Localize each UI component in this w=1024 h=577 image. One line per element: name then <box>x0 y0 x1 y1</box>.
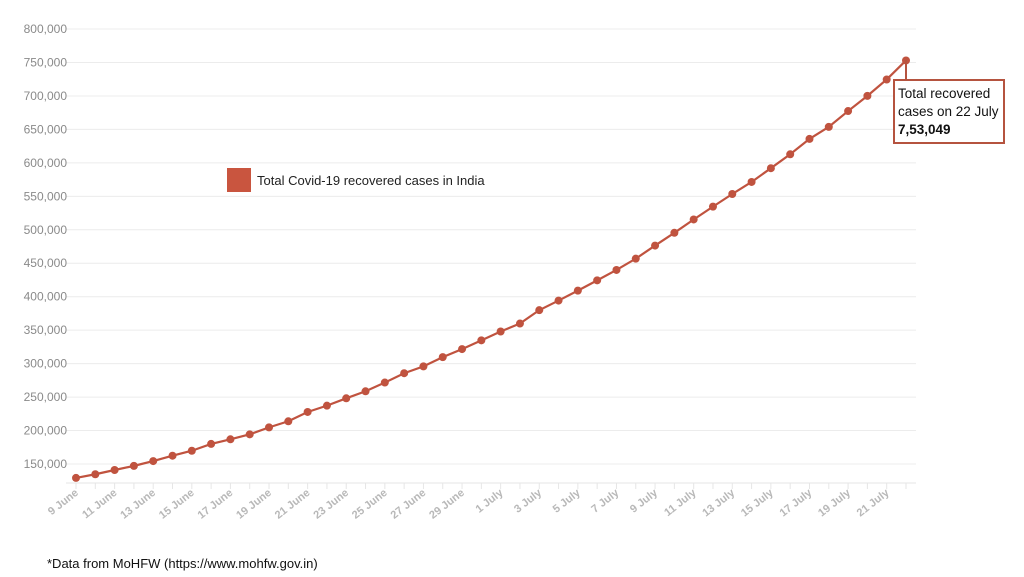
data-point <box>496 327 505 336</box>
data-point <box>149 457 158 466</box>
annotation-box <box>893 79 1005 144</box>
data-point <box>129 461 138 470</box>
x-tick-label: 27 June <box>389 487 429 522</box>
data-point <box>265 423 274 432</box>
y-axis: 150,000 200,000 250,000 300,000 350,000 400,0… <box>24 22 68 471</box>
data-point <box>226 435 235 444</box>
y-tick-label: 200,000 <box>24 424 68 438</box>
x-tick-label: 13 July <box>700 486 737 519</box>
data-point <box>766 164 775 173</box>
data-point <box>110 466 119 475</box>
data-point <box>91 470 100 479</box>
x-tick-label: 17 July <box>778 486 815 519</box>
data-point <box>689 215 698 224</box>
annotation: Total recovered cases on 22 July 7,53,04… <box>893 60 1005 144</box>
y-tick-label: 700,000 <box>24 89 68 103</box>
x-tick-label: 13 June <box>118 487 158 522</box>
data-point <box>631 254 640 263</box>
data-point <box>708 202 717 211</box>
data-point <box>284 417 293 426</box>
data-point <box>515 319 524 328</box>
data-point <box>747 177 756 186</box>
data-point <box>303 407 312 416</box>
data-point <box>361 387 370 396</box>
data-point <box>612 265 621 274</box>
data-point <box>419 362 428 371</box>
x-tick-label: 11 June <box>80 487 119 521</box>
data-point <box>573 286 582 295</box>
annotation-value: 7,53,049 <box>898 122 951 137</box>
data-point <box>72 473 80 482</box>
gridlines <box>66 28 916 465</box>
data-point <box>593 276 602 285</box>
data-point <box>554 296 563 305</box>
x-tick-label: 19 July <box>816 486 853 519</box>
x-tick-label: 17 June <box>196 487 236 522</box>
x-tick-label: 3 July <box>512 486 545 515</box>
x-tick-label: 1 July <box>474 486 507 515</box>
x-tick-label: 29 June <box>427 487 467 522</box>
y-tick-label: 500,000 <box>24 223 68 237</box>
data-point <box>207 439 216 448</box>
x-tick-label: 23 June <box>311 487 351 522</box>
legend: Total Covid-19 recovered cases in India <box>227 168 485 192</box>
y-tick-label: 650,000 <box>24 122 68 136</box>
data-point <box>805 134 814 143</box>
data-point <box>458 345 467 354</box>
legend-swatch <box>227 168 251 192</box>
data-point <box>863 91 872 100</box>
annotation-line1: Total recovered <box>898 86 990 101</box>
data-point <box>882 75 891 84</box>
data-point <box>824 122 833 131</box>
x-tick-label: 21 June <box>273 487 313 522</box>
x-tick-label: 5 July <box>551 486 584 515</box>
data-point <box>438 353 447 362</box>
y-tick-label: 550,000 <box>24 189 68 203</box>
x-tick-label: 19 June <box>234 487 274 522</box>
y-tick-label: 800,000 <box>24 22 68 36</box>
data-point <box>651 241 660 250</box>
data-point <box>477 336 486 345</box>
x-tick-label: 15 July <box>739 486 776 519</box>
data-point <box>786 150 795 159</box>
x-tick-label: 25 June <box>350 487 390 522</box>
data-point <box>342 394 351 403</box>
x-tick-label: 11 July <box>662 486 699 519</box>
data-point <box>380 378 389 387</box>
data-point <box>670 228 679 237</box>
data-point <box>187 446 196 455</box>
x-tick-label: 7 July <box>589 486 622 515</box>
y-tick-label: 600,000 <box>24 156 68 170</box>
y-tick-label: 400,000 <box>24 290 68 304</box>
y-tick-label: 150,000 <box>24 457 68 471</box>
x-tick-label: 15 June <box>157 487 197 522</box>
data-point <box>728 189 737 198</box>
x-tick-label: 9 July <box>628 486 661 515</box>
data-point <box>322 401 331 410</box>
annotation-line2: cases on 22 July <box>898 104 999 119</box>
y-tick-label: 450,000 <box>24 256 68 270</box>
data-point <box>400 369 409 378</box>
y-tick-label: 300,000 <box>24 357 68 371</box>
data-point <box>168 451 177 460</box>
y-tick-label: 250,000 <box>24 390 68 404</box>
data-point <box>535 306 544 315</box>
series-line <box>75 59 907 479</box>
y-tick-label: 350,000 <box>24 323 68 337</box>
data-point <box>245 430 254 439</box>
footnote: *Data from MoHFW (https://www.mohfw.gov.… <box>47 556 318 571</box>
x-tick-label: 21 July <box>855 486 892 519</box>
data-point <box>844 107 853 116</box>
y-tick-label: 750,000 <box>24 55 68 69</box>
series-recovered <box>72 56 910 482</box>
legend-label: Total Covid-19 recovered cases in India <box>257 173 485 188</box>
x-tick-label: 9 June <box>46 487 81 518</box>
